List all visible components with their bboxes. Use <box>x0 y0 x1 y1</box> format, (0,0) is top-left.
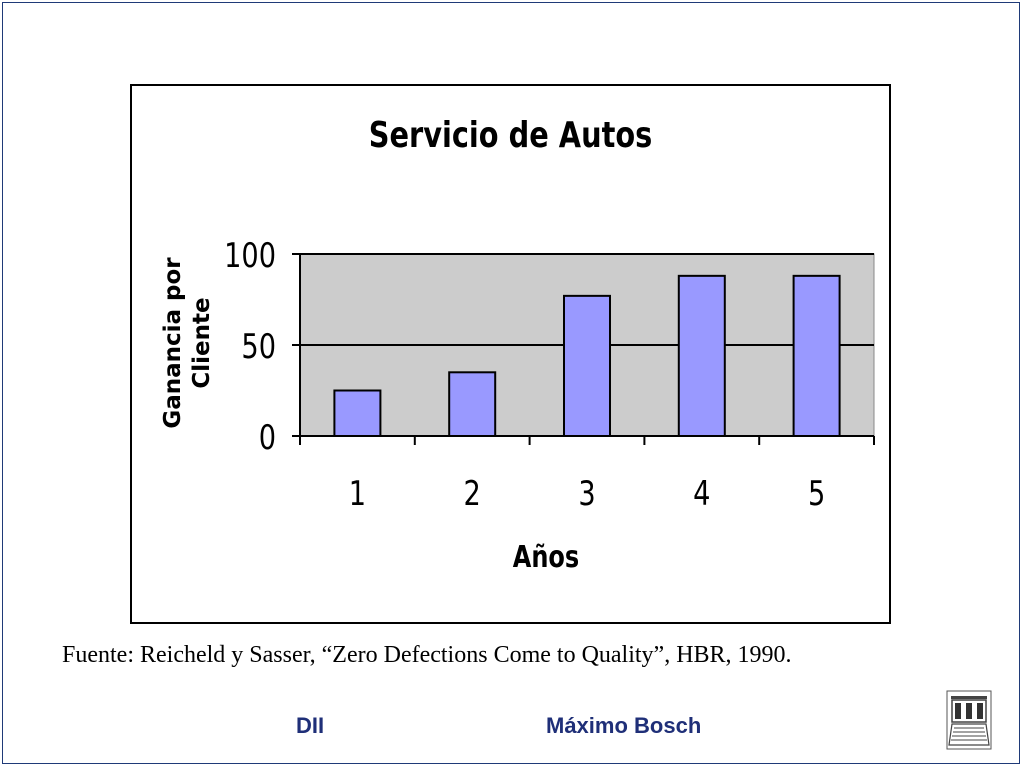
y-axis-label: Ganancia por Cliente <box>160 257 215 429</box>
university-building-icon <box>946 690 992 750</box>
x-axis-label: Años <box>512 540 580 575</box>
y-tick-label: 50 <box>241 327 276 367</box>
footer-author: Máximo Bosch <box>546 713 702 738</box>
y-tick-label: 0 <box>259 418 276 458</box>
x-tick-label: 5 <box>808 474 825 514</box>
x-tick-label: 1 <box>349 474 366 514</box>
bar <box>792 274 841 437</box>
x-tick-label: 2 <box>464 474 481 514</box>
chart-title: Servicio de Autos <box>368 115 653 156</box>
bar <box>563 294 611 437</box>
bar <box>677 274 726 437</box>
bar <box>333 389 382 437</box>
footer-department: DII <box>296 713 325 738</box>
x-tick-label: 4 <box>693 474 710 514</box>
source-citation: Fuente: Reicheld y Sasser, “Zero Defecti… <box>62 642 792 668</box>
bar <box>448 371 497 437</box>
y-tick-label: 100 <box>224 236 276 276</box>
x-tick-label: 3 <box>578 474 595 514</box>
